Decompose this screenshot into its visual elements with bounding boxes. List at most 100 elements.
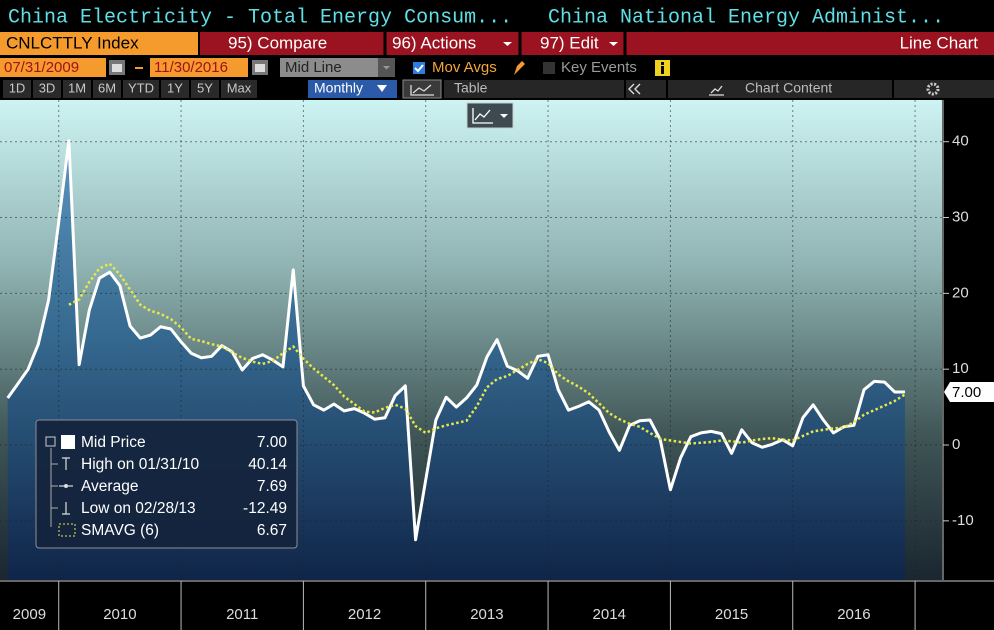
info-icon-stem	[661, 66, 664, 74]
frequency: Monthly	[314, 80, 363, 96]
period-button[interactable]	[161, 80, 189, 98]
key-events-checkbox[interactable]	[543, 62, 555, 74]
dropdown-arrow	[609, 42, 618, 46]
ticker-box[interactable]	[0, 32, 198, 55]
period-label: 6M	[98, 80, 116, 95]
chart-style-icon	[472, 108, 493, 124]
period-button[interactable]	[221, 80, 257, 98]
legend-swatch	[58, 523, 76, 537]
legend-value: 40.14	[248, 456, 287, 473]
table-button: Table	[454, 80, 488, 96]
legend-value: -12.49	[243, 500, 287, 517]
edit-button[interactable]: 97) Edit	[540, 33, 599, 52]
chart-content: Chart Content	[745, 80, 832, 96]
x-tick-label: 2009	[13, 606, 46, 623]
legend-label: SMAVG (6)	[81, 522, 159, 539]
y-tick-label: 10	[952, 360, 969, 377]
period-button[interactable]	[93, 80, 121, 98]
legend-swatch	[61, 435, 75, 449]
price-field: Mid Line	[285, 59, 342, 76]
period-button[interactable]	[33, 80, 61, 98]
window-subtitle: China National Energy Administ...	[548, 6, 944, 29]
y-tick-label: -10	[952, 512, 974, 529]
dropdown-arrow	[377, 85, 387, 92]
table-button-bg[interactable]	[444, 80, 624, 98]
price-field-box[interactable]	[280, 58, 378, 77]
x-tick-label: 2014	[593, 606, 626, 623]
line-chart-icon-button[interactable]	[402, 79, 442, 99]
calendar-icon-face	[112, 64, 122, 72]
start-date: 07/31/2009	[4, 59, 79, 76]
start-date-box[interactable]	[0, 58, 106, 77]
y-tick-label: 30	[952, 209, 969, 226]
x-tick-label: 2016	[837, 606, 870, 623]
period-label: 1D	[9, 80, 26, 95]
period-button[interactable]	[123, 80, 159, 98]
last-value-label: 7.00	[952, 384, 981, 401]
legend-label: High on 01/31/10	[81, 456, 199, 473]
y-tick-label: 40	[952, 133, 969, 150]
price-line	[6, 139, 905, 542]
y-tick-label: 20	[952, 284, 969, 301]
y-axis-panel	[942, 100, 994, 580]
period-label: 3D	[39, 80, 56, 95]
window-title: China Electricity - Total Energy Consum.…	[8, 6, 512, 29]
period-label: 5Y	[197, 80, 213, 95]
dropdown-arrow	[383, 66, 390, 70]
period-buttons: 1D 3D 1M 6M YTD 1Y 5Y Max	[3, 80, 257, 98]
chart-content-button[interactable]	[668, 80, 892, 98]
mov-avgs-label: Mov Avgs	[432, 59, 497, 76]
mov-avgs-checkbox[interactable]	[413, 62, 425, 74]
chart-type[interactable]: Line Chart	[900, 33, 979, 52]
dropdown-arrow	[503, 42, 512, 46]
period-label: 1Y	[167, 80, 183, 95]
last-value-tag	[944, 381, 994, 402]
period-button[interactable]	[191, 80, 219, 98]
x-tick-label: 2012	[348, 606, 381, 623]
x-tick-label: 2015	[715, 606, 748, 623]
key-events-label: Key Events	[561, 59, 637, 76]
calendar-icon-face	[255, 64, 265, 72]
period-label: Max	[227, 80, 252, 95]
chart-content-icon	[709, 85, 724, 96]
frequency-box[interactable]	[308, 80, 397, 98]
settings-button[interactable]	[894, 80, 994, 98]
legend-symbol	[62, 502, 70, 515]
actions-button[interactable]: 96) Actions	[392, 33, 476, 52]
menu-bar	[200, 32, 994, 55]
legend-label: Average	[81, 478, 138, 495]
legend-value: 7.00	[257, 434, 288, 451]
line-chart-icon	[410, 84, 434, 96]
period-button[interactable]	[3, 80, 31, 98]
gear-icon	[926, 82, 940, 96]
period-label: YTD	[128, 80, 154, 95]
legend-label: Low on 02/28/13	[81, 500, 196, 517]
legend-symbol-dot	[64, 484, 68, 488]
dropdown-arrow	[500, 114, 508, 118]
legend-value: 7.69	[257, 478, 287, 495]
collapse-button[interactable]	[626, 80, 666, 98]
collapse-icon	[628, 83, 641, 95]
legend-symbol	[62, 457, 70, 470]
end-date-box[interactable]	[150, 58, 248, 77]
end-date: 11/30/2016	[154, 59, 228, 76]
pencil-icon[interactable]	[514, 61, 525, 75]
legend-box	[35, 419, 298, 549]
legend-value: 6.67	[257, 522, 287, 539]
period-button[interactable]	[63, 80, 91, 98]
period-label: 1M	[68, 80, 86, 95]
compare-button[interactable]: 95) Compare	[228, 33, 327, 52]
info-icon-dot	[661, 62, 664, 65]
x-tick-label: 2011	[226, 606, 258, 623]
y-tick-label: 0	[952, 436, 960, 453]
x-tick-label: 2013	[470, 606, 503, 623]
check	[414, 64, 424, 73]
moving-average-line	[68, 262, 906, 445]
x-tick-label: 2010	[103, 606, 136, 623]
legend-label: Mid Price	[81, 434, 146, 451]
legend-collapse[interactable]	[45, 436, 56, 447]
chart: -10 0 10 20 30 40 7.00 2009 2010 2011 2012 2013 2014…	[0, 100, 994, 630]
ticker: CNLCTTLY Index	[6, 33, 139, 52]
